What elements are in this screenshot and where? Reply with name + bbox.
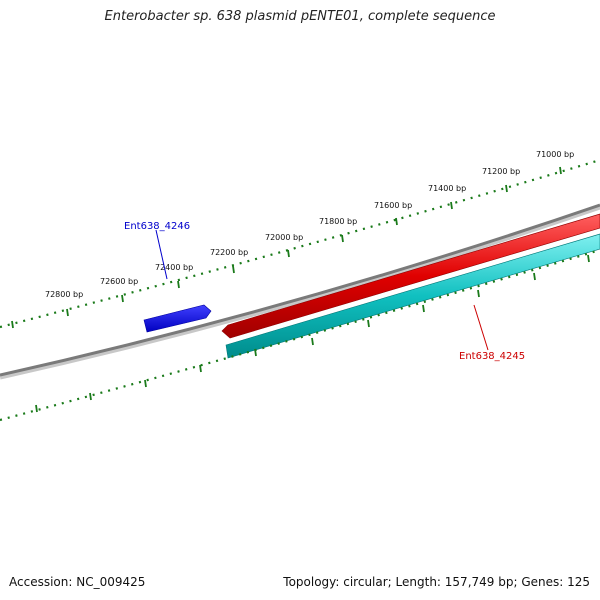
leader-ent638-4246 [155,229,168,280]
tick-label-72800: 72800 bp [45,290,83,299]
tick-label-71200: 71200 bp [482,167,520,176]
gene-label-ent638-4245[interactable]: Ent638_4245 [459,351,525,362]
gene-label-ent638-4246[interactable]: Ent638_4246 [124,221,190,232]
tick-label-72600: 72600 bp [100,277,138,286]
inner-ruler-major-ticks [35,254,590,413]
inner-ruler [0,248,600,422]
leader-ent638-4245 [473,304,489,351]
genome-summary-text: Topology: circular; Length: 157,749 bp; … [283,575,590,589]
tick-label-71000: 71000 bp [536,150,574,159]
gene-ent638-4245[interactable] [221,213,600,339]
map-title: Enterobacter sp. 638 plasmid pENTE01, co… [104,9,496,24]
gene-ent638-4246[interactable] [143,304,212,333]
backbone-shadow [0,204,600,380]
backbone [0,203,600,377]
cds-track [225,233,600,359]
tick-label-71400: 71400 bp [428,184,466,193]
tick-label-72400: 72400 bp [155,263,193,272]
tick-label-72000: 72000 bp [265,233,303,242]
accession-text: Accession: NC_009425 [9,575,146,589]
tick-label-72200: 72200 bp [210,248,248,257]
tick-label-71800: 71800 bp [319,217,357,226]
tick-label-71600: 71600 bp [374,201,412,210]
outer-ruler-major-ticks [11,166,562,329]
